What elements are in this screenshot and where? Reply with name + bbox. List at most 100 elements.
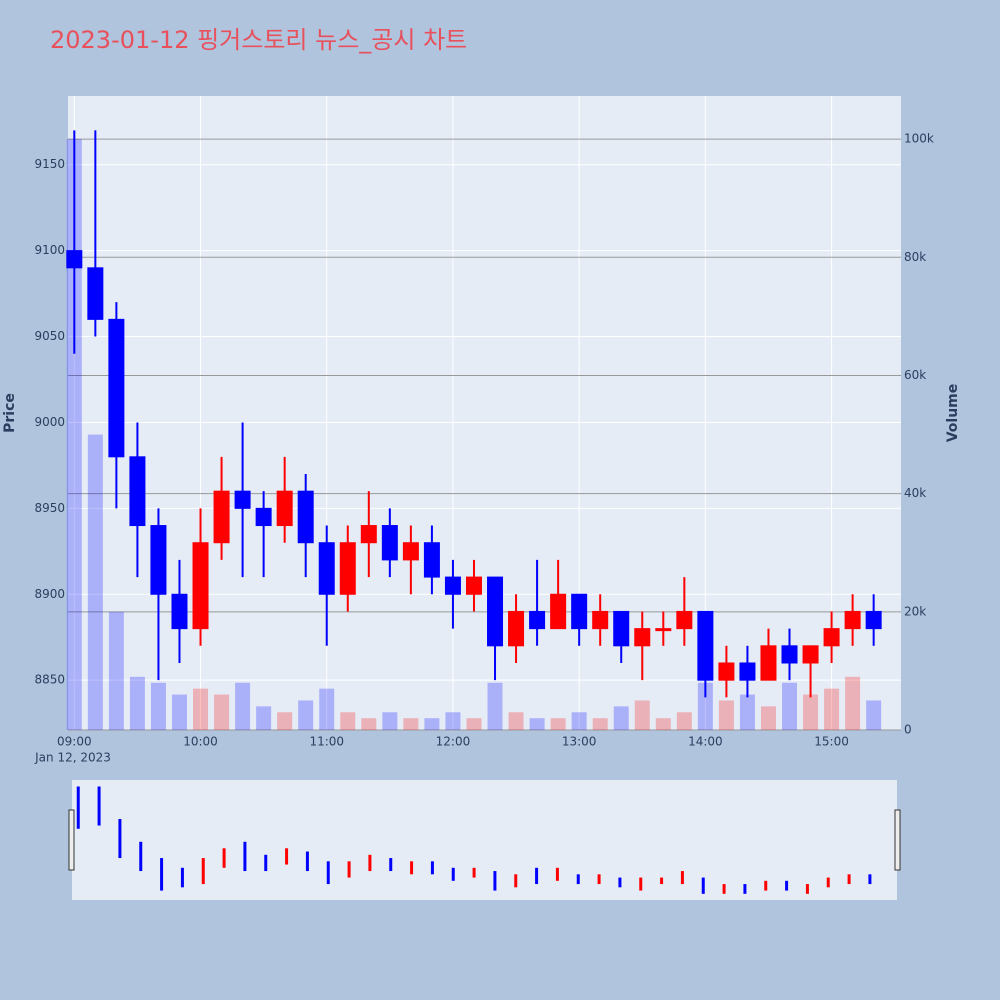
x-tick-label: 12:00 (436, 735, 471, 749)
candle-body (865, 610, 882, 630)
volume-bar (487, 682, 503, 730)
y-tick-label: 9100 (34, 243, 65, 257)
y2-tick-label: 80k (904, 250, 926, 264)
candle-body (402, 542, 419, 561)
volume-bar (739, 694, 755, 730)
volume-bar (760, 706, 776, 730)
range-slider[interactable] (72, 780, 897, 900)
x-tick-label: 15:00 (814, 735, 849, 749)
candle-body (255, 507, 272, 527)
candle-body (634, 628, 651, 647)
volume-bar (676, 712, 692, 730)
candle-body (213, 490, 230, 544)
candle-body (697, 610, 714, 681)
volume-bar (403, 718, 419, 730)
volume-bar (718, 700, 734, 730)
volume-bar (866, 700, 882, 730)
y-axis-title: Price (2, 393, 18, 433)
volume-bar (382, 712, 398, 730)
volume-bar (277, 712, 293, 730)
candle-body (360, 525, 377, 544)
volume-bar (256, 706, 272, 730)
candle-body (802, 645, 819, 664)
volume-bar (340, 712, 356, 730)
volume-bar (550, 718, 566, 730)
volume-bar (235, 682, 251, 730)
candle-body (444, 576, 461, 595)
volume-bar (214, 694, 230, 730)
volume-bar (634, 700, 650, 730)
candle-body (129, 456, 146, 527)
slider-handle-left[interactable] (68, 809, 75, 871)
plot-area (68, 96, 901, 730)
volume-bar (66, 139, 82, 730)
candle-body (655, 628, 672, 632)
volume-bar (824, 688, 840, 730)
candle-body (760, 645, 777, 681)
volume-bar (108, 611, 124, 730)
volume-bar (129, 676, 145, 730)
candle-body (108, 318, 125, 458)
volume-bar (697, 682, 713, 730)
candle-body (150, 525, 167, 595)
y2-tick-label: 0 (904, 723, 912, 737)
y2-tick-label: 60k (904, 368, 926, 382)
candle-body (592, 610, 609, 630)
candle-body (381, 525, 398, 561)
candle-body (571, 593, 588, 630)
candle-body (423, 542, 440, 578)
candle-body (718, 662, 735, 681)
candle-body (234, 490, 251, 509)
y2-axis-title: Volume (945, 384, 961, 443)
candle-body (529, 610, 546, 630)
x-tick-label: 09:00 (57, 735, 92, 749)
volume-bar (529, 718, 545, 730)
candle-body (297, 490, 314, 544)
candle-body (66, 250, 83, 269)
volume-bar (613, 706, 629, 730)
volume-bar (845, 676, 861, 730)
volume-bar (319, 688, 335, 730)
volume-bar (171, 694, 187, 730)
x-tick-label: 13:00 (562, 735, 597, 749)
chart-title: 2023-01-12 핑거스토리 뉴스_공시 차트 (50, 26, 467, 54)
candle-body (87, 267, 104, 320)
candle-body (781, 645, 798, 664)
candle-body (844, 610, 861, 630)
candle-body (739, 662, 756, 681)
volume-bar (87, 434, 103, 730)
y-tick-label: 8900 (34, 587, 65, 601)
y-tick-label: 9050 (34, 329, 65, 343)
volume-bar (782, 682, 798, 730)
y2-tick-label: 100k (904, 132, 934, 146)
y-tick-label: 9150 (34, 157, 65, 171)
volume-bar (445, 712, 461, 730)
candle-body (318, 542, 335, 595)
volume-bar (571, 712, 587, 730)
y2-tick-label: 20k (904, 604, 926, 618)
volume-bar (592, 718, 608, 730)
volume-bar (150, 682, 166, 730)
y-tick-label: 8950 (34, 501, 65, 515)
candle-body (550, 593, 567, 630)
y2-tick-label: 40k (904, 486, 926, 500)
candle-body (339, 542, 356, 595)
volume-bar (424, 718, 440, 730)
candle-body (192, 542, 209, 630)
candle-body (465, 576, 482, 595)
volume-bar (803, 694, 819, 730)
candle-body (171, 593, 188, 630)
slider-handle-right[interactable] (894, 809, 901, 871)
volume-bar (361, 718, 377, 730)
y-tick-label: 8850 (34, 673, 65, 687)
candle-body (823, 628, 840, 647)
y-tick-label: 9000 (34, 415, 65, 429)
volume-bar (655, 718, 671, 730)
volume-bar (508, 712, 524, 730)
candle-body (276, 490, 293, 527)
candle-body (613, 610, 630, 647)
candle-body (487, 576, 504, 647)
candle-body (508, 610, 525, 647)
volume-bar (466, 718, 482, 730)
